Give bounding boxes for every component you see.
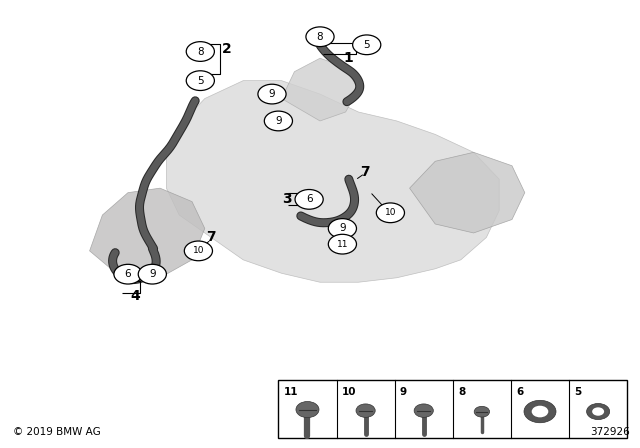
Circle shape xyxy=(353,35,381,55)
Text: 372926: 372926 xyxy=(591,427,630,437)
Circle shape xyxy=(114,264,142,284)
Text: 6: 6 xyxy=(516,387,524,396)
Text: 5: 5 xyxy=(574,387,581,396)
Text: 6: 6 xyxy=(306,194,312,204)
Circle shape xyxy=(587,404,610,420)
Circle shape xyxy=(532,406,548,418)
Circle shape xyxy=(264,111,292,131)
Text: 8: 8 xyxy=(458,387,465,396)
Text: 10: 10 xyxy=(193,246,204,255)
Text: 5: 5 xyxy=(364,40,370,50)
Circle shape xyxy=(295,190,323,209)
Polygon shape xyxy=(90,188,205,278)
Text: 9: 9 xyxy=(275,116,282,126)
Text: 1: 1 xyxy=(344,51,354,65)
Circle shape xyxy=(356,404,375,418)
Circle shape xyxy=(258,84,286,104)
Text: 11: 11 xyxy=(337,240,348,249)
Text: 8: 8 xyxy=(197,47,204,56)
Text: 8: 8 xyxy=(317,32,323,42)
Text: 7: 7 xyxy=(206,230,216,245)
FancyBboxPatch shape xyxy=(278,380,627,438)
Text: 9: 9 xyxy=(269,89,275,99)
Text: 4: 4 xyxy=(131,289,141,303)
Text: 9: 9 xyxy=(149,269,156,279)
Text: 9: 9 xyxy=(400,387,407,396)
Text: 7: 7 xyxy=(360,165,370,179)
Circle shape xyxy=(306,27,334,47)
Text: 5: 5 xyxy=(197,76,204,86)
Circle shape xyxy=(138,264,166,284)
Circle shape xyxy=(376,203,404,223)
Text: 3: 3 xyxy=(282,192,292,207)
Polygon shape xyxy=(166,81,499,282)
Circle shape xyxy=(414,404,433,418)
Circle shape xyxy=(296,401,319,418)
Text: 6: 6 xyxy=(125,269,131,279)
Text: 11: 11 xyxy=(284,387,298,396)
Circle shape xyxy=(592,407,604,416)
Circle shape xyxy=(328,234,356,254)
Text: 2: 2 xyxy=(222,42,232,56)
Text: 10: 10 xyxy=(342,387,356,396)
Circle shape xyxy=(474,406,490,417)
Polygon shape xyxy=(282,58,358,121)
Circle shape xyxy=(186,42,214,61)
Circle shape xyxy=(186,71,214,90)
Polygon shape xyxy=(410,152,525,233)
Circle shape xyxy=(184,241,212,261)
Circle shape xyxy=(328,219,356,238)
Text: © 2019 BMW AG: © 2019 BMW AG xyxy=(13,427,100,437)
Circle shape xyxy=(524,401,556,423)
Text: 9: 9 xyxy=(339,224,346,233)
Text: 10: 10 xyxy=(385,208,396,217)
